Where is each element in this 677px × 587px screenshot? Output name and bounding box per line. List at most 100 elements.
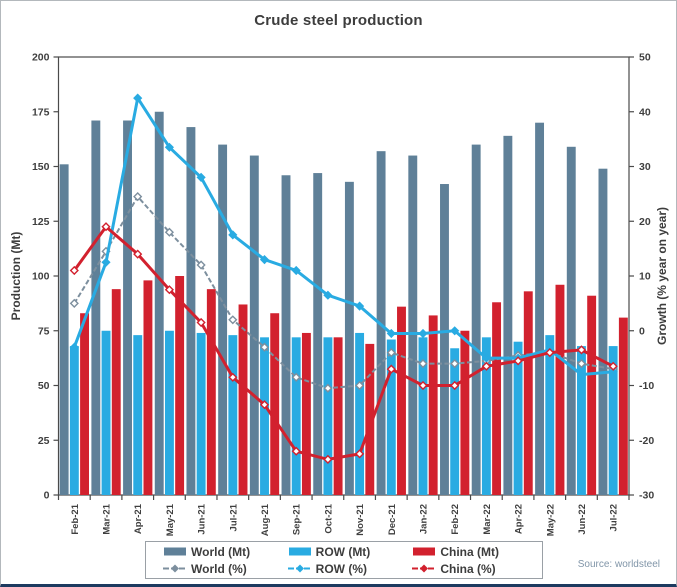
line-series-world- (69, 192, 618, 393)
bar-1-Oct-21 (323, 337, 333, 495)
x-axis-label: Aug-21 (260, 503, 271, 536)
bar-0-Apr-22 (503, 135, 513, 495)
bar-0-Oct-21 (313, 173, 323, 495)
bar-series-world-mt- (59, 111, 608, 496)
left-axis-tick-label: 150 (32, 161, 50, 173)
marker-2-Aug-21 (259, 400, 270, 410)
chart-title: Crude steel production (254, 12, 423, 29)
bar-1-Jul-22 (608, 346, 618, 495)
right-axis-tick-label: 10 (639, 271, 651, 283)
right-axis-tick-label: -10 (639, 380, 654, 392)
bar-2-Apr-22 (523, 291, 533, 495)
legend-item-china-: China (%) (411, 562, 536, 576)
legend-item-label: World (Mt) (191, 544, 251, 559)
marker-0-Dec-21 (386, 348, 396, 358)
right-axis-tick-label: 40 (639, 106, 651, 118)
marker-2-Sep-21 (291, 446, 301, 456)
marker-1-Oct-21 (323, 290, 333, 300)
legend: World (Mt) ROW (Mt) China (Mt) World (%) ROW… (145, 541, 543, 579)
bar-1-Jun-21 (196, 332, 206, 495)
left-axis-tick-label: 200 (32, 52, 50, 64)
marker-2-May-21 (164, 285, 174, 295)
x-axis-label: Jun-21 (197, 503, 208, 534)
bar-0-Jan-22 (408, 155, 418, 496)
bar-1-Nov-21 (355, 332, 365, 495)
legend-swatch-icon (164, 547, 186, 556)
bar-1-Mar-22 (481, 337, 491, 495)
legend-item-world-: World (%) (162, 562, 287, 576)
legend-swatch-icon (288, 547, 311, 556)
marker-1-Jul-21 (228, 230, 238, 240)
marker-1-Feb-22 (450, 326, 460, 336)
marker-0-Feb-21 (69, 298, 79, 308)
marker-0-Nov-21 (355, 380, 365, 391)
chart-canvas: 0 25 50 75 100 125 150 175 200 -30 -20 -10 0 10 20 30 40… (9, 52, 669, 537)
bar-2-Nov-21 (365, 343, 375, 495)
bar-0-Feb-22 (440, 184, 449, 495)
marker-1-Sep-21 (291, 265, 301, 276)
bar-1-Apr-21 (133, 335, 143, 495)
left-axis-tick-label: 100 (32, 271, 50, 283)
right-axis-tick-label: 0 (639, 325, 645, 337)
x-axis-label: Jul-21 (228, 503, 239, 531)
bar-2-Feb-21 (80, 313, 89, 495)
bar-0-Feb-21 (59, 164, 69, 495)
x-axis-label: Apr-21 (133, 503, 144, 534)
line-1 (72, 94, 614, 377)
x-axis-label: Feb-21 (70, 503, 81, 534)
marker-0-Jun-21 (196, 260, 206, 270)
bar-1-Apr-22 (513, 341, 523, 495)
marker-0-Apr-21 (133, 192, 143, 202)
legend-item-china-mt-: China (Mt) (411, 545, 536, 559)
legend-item-row-: ROW (%) (287, 562, 412, 576)
right-axis-tick-label: -30 (639, 490, 654, 502)
marker-0-Aug-21 (259, 342, 270, 352)
marker-2-Mar-22 (481, 361, 491, 371)
bar-2-Feb-22 (460, 330, 470, 495)
marker-1-Apr-21 (133, 93, 143, 103)
line-0 (73, 194, 614, 390)
marker-2-Jan-22 (418, 380, 428, 391)
x-axis-label: Apr-22 (514, 504, 525, 534)
marker-0-May-21 (164, 227, 174, 237)
bar-2-Aug-21 (270, 313, 280, 495)
marker-1-May-21 (164, 142, 174, 152)
marker-1-Aug-21 (259, 255, 270, 265)
x-axis-label: May-22 (545, 504, 556, 536)
marker-2-Dec-21 (386, 364, 396, 374)
legend-item-label: China (Mt) (440, 544, 499, 559)
marker-0-Jul-21 (228, 315, 238, 325)
bar-2-Jun-22 (587, 295, 597, 495)
marker-2-May-22 (545, 348, 555, 358)
bar-0-Jul-22 (598, 168, 608, 495)
bar-1-Sep-21 (291, 337, 301, 495)
legend-line-icon (412, 564, 437, 573)
x-axis-label: Mar-21 (102, 503, 113, 534)
x-axis-label: Dec-21 (387, 503, 398, 535)
left-axis-tick-label: 125 (32, 216, 50, 228)
marker-2-Feb-21 (69, 265, 79, 276)
bar-series-row-mt- (69, 330, 618, 495)
bar-0-Mar-21 (91, 120, 101, 495)
bar-0-Jun-22 (566, 146, 576, 496)
x-axis-label: Feb-22 (450, 504, 461, 535)
bar-1-Dec-21 (386, 339, 396, 495)
bar-1-Jun-22 (577, 346, 586, 495)
marker-1-Mar-21 (101, 257, 111, 267)
bar-1-May-21 (164, 330, 174, 495)
bar-1-Mar-21 (101, 330, 111, 495)
bar-2-Mar-22 (492, 302, 502, 495)
x-axis-label: Jan-22 (418, 504, 429, 534)
bar-1-Jan-22 (418, 337, 428, 495)
legend-line-icon (163, 564, 187, 573)
bar-0-Nov-21 (344, 181, 354, 495)
bar-0-May-22 (535, 122, 545, 495)
bar-0-Mar-22 (471, 144, 481, 495)
bar-2-May-21 (175, 276, 185, 495)
bar-2-Jan-22 (428, 315, 438, 495)
source-note: Source: worldsteel (577, 559, 660, 570)
left-axis-tick-label: 75 (38, 325, 50, 337)
line-series-row- (69, 93, 618, 380)
x-axis-label: May-21 (165, 503, 176, 536)
